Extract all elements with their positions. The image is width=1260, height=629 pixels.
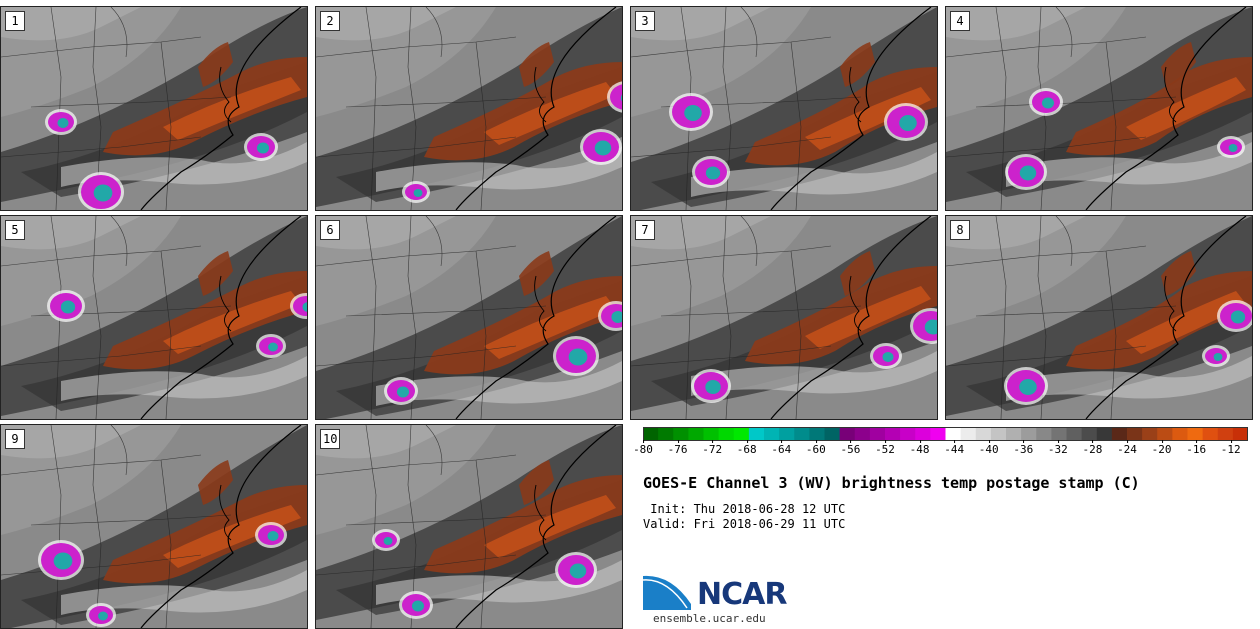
colorbar-ticks: -80 -76 -72 -68 -64 -60 -56 -52 -48 -44 -40 -36 -32-… bbox=[633, 440, 1248, 457]
colorbar-tick-label: -44 bbox=[944, 440, 965, 456]
colorbar-tick-label: -60 bbox=[805, 440, 826, 456]
colorbar-swatch bbox=[809, 427, 826, 441]
map-panel: 10 bbox=[315, 424, 623, 629]
colorbar-swatch bbox=[1157, 427, 1173, 441]
panel-number-label: 4 bbox=[950, 11, 970, 31]
colorbar-swatch bbox=[1021, 427, 1037, 441]
colorbar-swatch bbox=[688, 427, 705, 441]
map-panel: 7 bbox=[630, 215, 938, 420]
map-panel: 1 bbox=[0, 6, 308, 211]
colorbar-tick-label: -80 bbox=[633, 440, 653, 456]
init-time: Init: Thu 2018-06-28 12 UTC bbox=[643, 502, 846, 516]
colorbar-swatch bbox=[854, 427, 871, 441]
colorbar-swatch bbox=[945, 427, 962, 441]
panel-number-label: 2 bbox=[320, 11, 340, 31]
colorbar-swatch bbox=[1232, 427, 1249, 441]
colorbar-swatch bbox=[1217, 427, 1234, 441]
panel-number-label: 9 bbox=[5, 429, 25, 449]
colorbar-tick-label: -40 bbox=[978, 440, 999, 456]
colorbar-swatch bbox=[1066, 427, 1083, 441]
map-panel: 3 bbox=[630, 6, 938, 211]
colorbar-tick-label: -48 bbox=[909, 440, 930, 456]
panel-number-label: 10 bbox=[320, 429, 341, 449]
colorbar-swatch bbox=[703, 427, 720, 441]
colorbar-swatch bbox=[1051, 427, 1068, 441]
colorbar-tick-label: -52 bbox=[875, 440, 895, 456]
colorbar-swatch bbox=[824, 427, 841, 441]
ncar-logo-text: NCAR bbox=[697, 577, 787, 612]
colorbar-swatch bbox=[1111, 427, 1128, 441]
ncar-logo-icon bbox=[643, 570, 696, 610]
colorbar-tick-label: -68 bbox=[736, 440, 757, 456]
panel-number-label: 6 bbox=[320, 220, 340, 240]
colorbar-swatch bbox=[643, 427, 659, 441]
colorbar-tick-label: -56 bbox=[840, 440, 861, 456]
panel-number-label: 8 bbox=[950, 220, 970, 240]
map-panel: 4 bbox=[945, 6, 1253, 211]
panel-number-label: 3 bbox=[635, 11, 655, 31]
colorbar-tick-label: -32 bbox=[1047, 440, 1068, 456]
colorbar-swatch bbox=[900, 427, 916, 441]
colorbar-tick-label: -36 bbox=[1013, 440, 1034, 456]
colorbar-swatch bbox=[673, 427, 689, 441]
colorbar-swatch bbox=[915, 427, 931, 441]
colorbar-swatch bbox=[990, 427, 1007, 441]
colorbar-tick-label: -20 bbox=[1151, 440, 1172, 456]
colorbar-tick-label: -24 bbox=[1117, 440, 1137, 456]
colorbar-swatch bbox=[1127, 427, 1143, 441]
colorbar-swatch bbox=[975, 427, 992, 441]
map-panel: 6 bbox=[315, 215, 623, 420]
colorbar-swatch bbox=[1096, 427, 1113, 441]
map-panel: 8 bbox=[945, 215, 1253, 420]
map-panel: 9 bbox=[0, 424, 308, 629]
map-panel: 2 bbox=[315, 6, 623, 211]
colorbar-tick-label: -76 bbox=[667, 440, 688, 456]
colorbar-tick-label: -28 bbox=[1082, 440, 1103, 456]
valid-time: Valid: Fri 2018-06-29 11 UTC bbox=[643, 517, 846, 531]
map-panel: 5 bbox=[0, 215, 308, 420]
colorbar-swatch bbox=[869, 427, 886, 441]
colorbar-swatch bbox=[1202, 427, 1219, 441]
colorbar-tick-label: -64 bbox=[771, 440, 792, 456]
colorbar-swatch bbox=[1081, 427, 1098, 441]
colorbar-tick-label: -12 bbox=[1220, 440, 1241, 456]
colorbar-swatch bbox=[1187, 427, 1204, 441]
colorbar-tick-label: -16 bbox=[1186, 440, 1207, 456]
colorbar-swatch bbox=[794, 427, 810, 441]
colorbar-swatch bbox=[748, 427, 765, 441]
colorbar-swatch bbox=[839, 427, 856, 441]
colorbar-swatch bbox=[930, 427, 947, 441]
website-url: ensemble.ucar.edu bbox=[653, 612, 766, 625]
colorbar-swatch bbox=[1172, 427, 1189, 441]
colorbar-swatch bbox=[960, 427, 977, 441]
colorbar-swatch bbox=[779, 427, 795, 441]
colorbar-swatch bbox=[733, 427, 750, 441]
panel-number-label: 1 bbox=[5, 11, 25, 31]
colorbar-swatch bbox=[658, 427, 674, 441]
panel-number-label: 7 bbox=[635, 220, 655, 240]
colorbar-swatch bbox=[1142, 427, 1158, 441]
colorbar-swatch bbox=[1006, 427, 1022, 441]
colorbar-tick-label: -72 bbox=[702, 440, 723, 456]
panel-number-label: 5 bbox=[5, 220, 25, 240]
colorbar-swatch bbox=[764, 427, 780, 441]
colorbar bbox=[643, 426, 1249, 441]
colorbar-swatch bbox=[718, 427, 735, 441]
chart-title: GOES-E Channel 3 (WV) brightness temp po… bbox=[643, 474, 1140, 492]
colorbar-swatch bbox=[885, 427, 901, 441]
colorbar-swatch bbox=[1036, 427, 1052, 441]
